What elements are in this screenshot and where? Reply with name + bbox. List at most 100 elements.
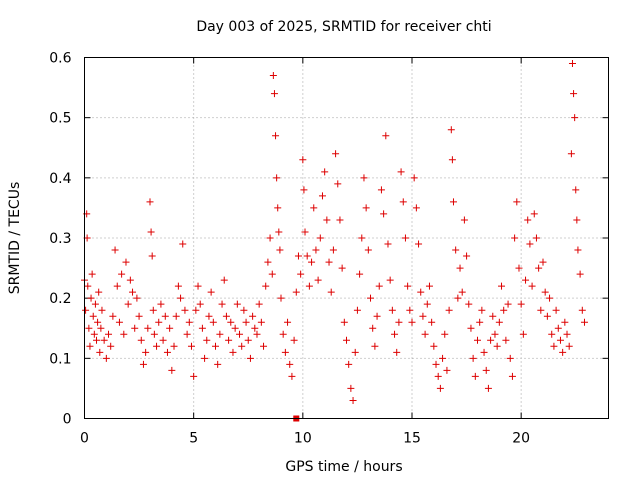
data-point	[100, 336, 108, 344]
data-point	[174, 282, 182, 290]
data-point	[434, 372, 442, 380]
grid	[84, 57, 609, 419]
data-point	[474, 336, 481, 344]
data-point	[554, 324, 562, 332]
data-point	[246, 354, 254, 362]
data-point	[556, 336, 564, 344]
data-point	[82, 306, 90, 314]
data-point	[439, 354, 447, 362]
data-point	[432, 360, 440, 368]
data-point	[94, 318, 102, 326]
data-point	[163, 348, 171, 356]
data-point	[458, 288, 466, 296]
data-point	[417, 288, 425, 296]
data-point	[572, 186, 580, 194]
data-point	[356, 270, 364, 278]
data-point	[358, 234, 366, 242]
data-point	[187, 342, 195, 350]
data-point	[377, 186, 385, 194]
data-point	[144, 324, 152, 332]
data-point	[460, 216, 468, 224]
data-point	[546, 294, 554, 302]
data-point	[397, 168, 405, 176]
data-point	[404, 282, 412, 290]
data-point	[240, 306, 248, 314]
data-point	[270, 90, 278, 98]
data-point	[292, 288, 300, 296]
data-point	[493, 342, 501, 350]
data-point	[227, 318, 235, 326]
data-point	[408, 318, 416, 326]
data-point	[137, 336, 145, 344]
data-point	[196, 300, 204, 308]
data-point	[225, 336, 233, 344]
data-point	[300, 186, 308, 194]
data-point	[297, 270, 305, 278]
data-point	[395, 318, 403, 326]
data-point	[388, 306, 396, 314]
data-point	[508, 372, 516, 380]
data-point	[272, 132, 280, 140]
data-point	[399, 198, 407, 206]
data-point	[419, 312, 427, 320]
data-point	[153, 342, 161, 350]
data-point	[367, 294, 375, 302]
data-marks	[81, 60, 588, 422]
data-point	[568, 60, 576, 68]
data-point	[85, 324, 93, 332]
data-point	[452, 246, 460, 254]
data-point	[519, 330, 527, 338]
data-point	[284, 318, 292, 326]
data-point	[262, 282, 270, 290]
data-point	[498, 282, 506, 290]
data-point	[183, 330, 191, 338]
data-point	[548, 330, 556, 338]
data-point	[565, 342, 573, 350]
data-point	[332, 150, 340, 158]
data-point	[205, 312, 213, 320]
data-point	[454, 294, 462, 302]
data-point	[150, 330, 158, 338]
data-point	[166, 324, 174, 332]
data-point	[467, 324, 475, 332]
data-point	[142, 348, 150, 356]
data-point	[148, 252, 156, 260]
data-point	[441, 330, 449, 338]
data-point	[218, 300, 226, 308]
data-point	[406, 306, 414, 314]
data-point	[253, 330, 261, 338]
data-point	[109, 312, 117, 320]
data-point	[249, 312, 257, 320]
data-point	[504, 300, 512, 308]
data-point	[349, 396, 357, 404]
data-point	[448, 156, 456, 164]
data-point	[286, 360, 294, 368]
data-point	[482, 366, 490, 374]
data-point	[321, 168, 329, 176]
data-point	[393, 348, 401, 356]
data-point	[124, 300, 132, 308]
data-point	[209, 318, 217, 326]
data-point	[88, 270, 96, 278]
data-point	[386, 276, 394, 284]
data-point	[478, 306, 486, 314]
data-point	[233, 300, 241, 308]
data-point	[495, 318, 503, 326]
data-point	[421, 330, 429, 338]
data-point	[552, 306, 560, 314]
data-point	[274, 204, 282, 212]
data-point	[95, 288, 103, 296]
data-point	[447, 126, 455, 134]
data-point	[161, 312, 169, 320]
data-point	[268, 270, 276, 278]
data-point	[327, 288, 335, 296]
data-point	[192, 306, 200, 314]
data-point	[251, 324, 259, 332]
data-point	[456, 264, 464, 272]
data-point	[382, 132, 390, 140]
data-point	[126, 276, 134, 284]
data-point	[430, 342, 438, 350]
data-point	[443, 366, 451, 374]
data-point	[168, 366, 176, 374]
data-point	[170, 342, 178, 350]
